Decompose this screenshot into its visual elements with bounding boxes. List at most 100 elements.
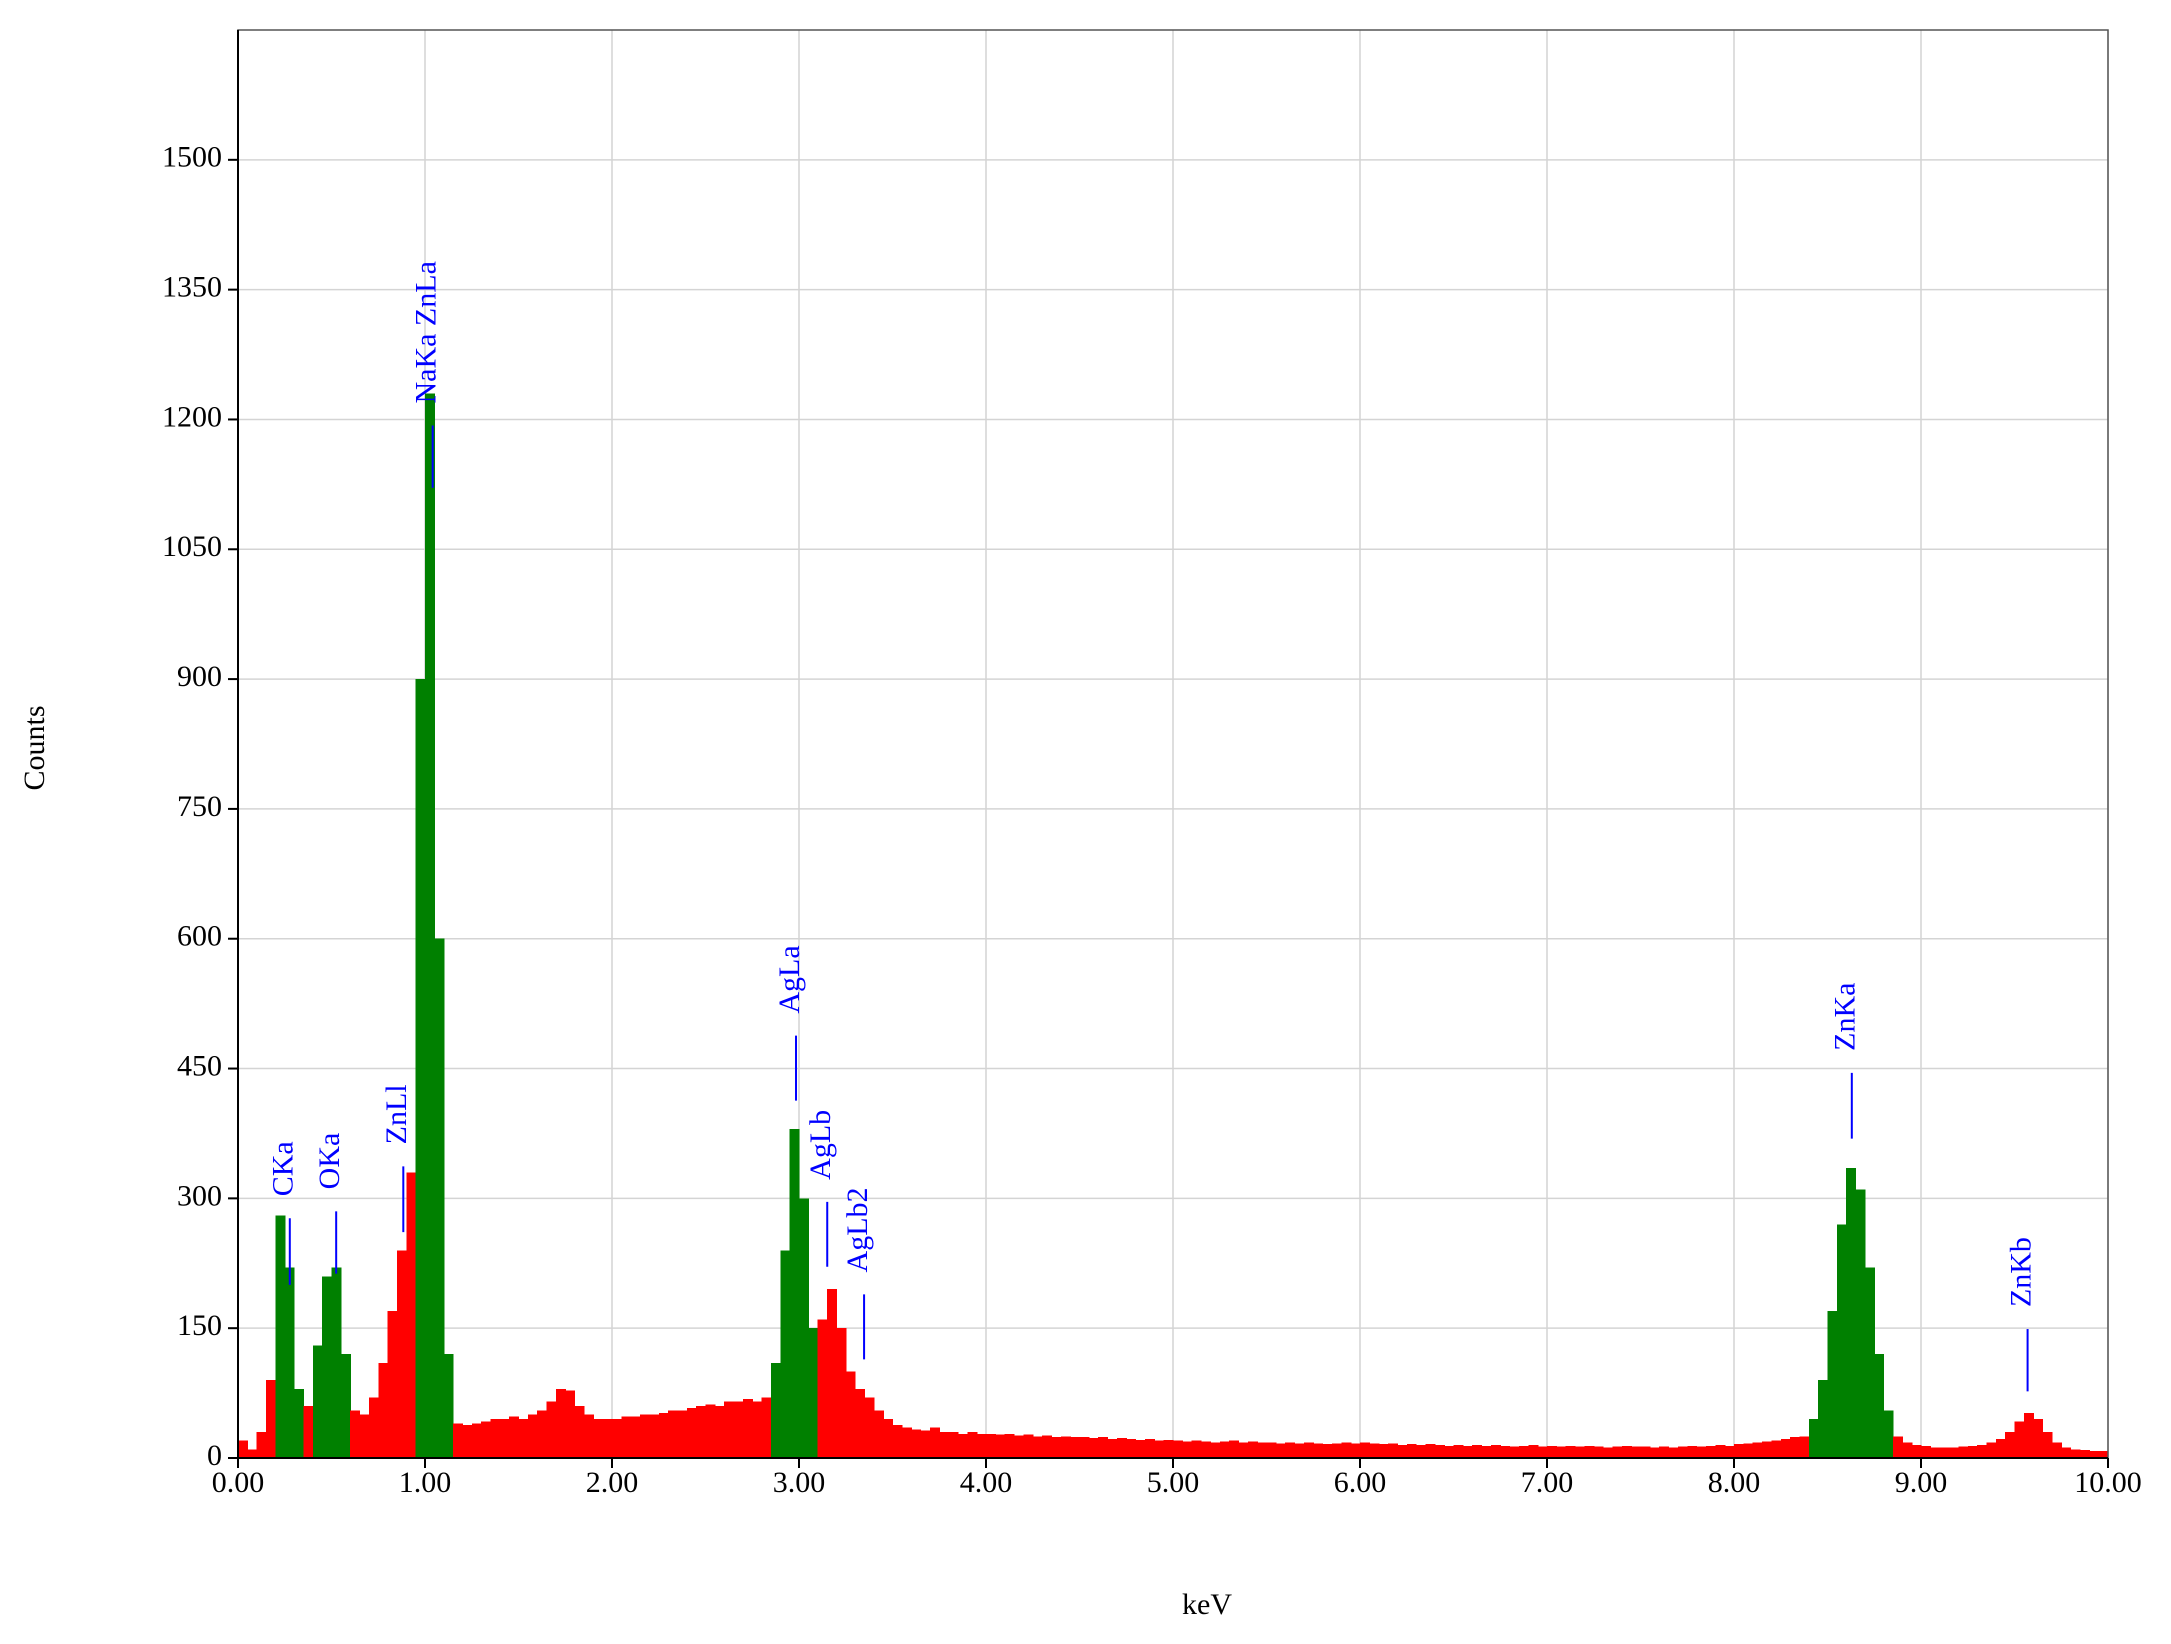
spectrum-bar (1612, 1446, 1623, 1458)
spectrum-bar (1537, 1446, 1548, 1458)
spectrum-bar (1958, 1446, 1969, 1458)
spectrum-bar (359, 1414, 370, 1458)
spectrum-bar (1444, 1445, 1455, 1458)
spectrum-bar (855, 1388, 866, 1458)
spectrum-bar (892, 1425, 903, 1458)
spectrum-bar (724, 1401, 735, 1458)
spectrum-bar (1397, 1445, 1408, 1458)
spectrum-bar (836, 1328, 847, 1458)
y-tick-label: 750 (177, 790, 222, 823)
spectrum-bar (471, 1423, 482, 1458)
spectrum-bar (462, 1425, 473, 1458)
spectrum-bar (1621, 1445, 1632, 1458)
spectrum-bar (1313, 1443, 1324, 1458)
spectrum-bar (602, 1419, 613, 1458)
spectrum-bar (1210, 1442, 1221, 1458)
spectrum-bar (1472, 1445, 1483, 1458)
spectrum-bar (929, 1427, 940, 1458)
peak-label: ZnLl (380, 1084, 413, 1144)
spectrum-bar (1547, 1445, 1557, 1458)
spectrum-bar (453, 1423, 463, 1458)
peak-label: ZnKb (2004, 1237, 2037, 1307)
spectrum-bar (1032, 1436, 1043, 1458)
spectrum-bar (266, 1380, 276, 1458)
spectrum-bar (1986, 1442, 1997, 1458)
spectrum-bar (1855, 1189, 1866, 1458)
spectrum-bar (1593, 1446, 1604, 1458)
spectrum-bar (658, 1412, 669, 1458)
peak-label: NaKa ZnLa (410, 261, 443, 403)
y-tick-label: 300 (177, 1179, 222, 1212)
spectrum-bar (1266, 1442, 1277, 1458)
spectrum-bar (555, 1388, 566, 1458)
spectrum-bar (976, 1433, 987, 1458)
spectrum-bar (630, 1416, 641, 1458)
spectrum-bar (827, 1289, 837, 1458)
spectrum-bar (415, 679, 426, 1458)
spectrum-bar (1734, 1444, 1744, 1458)
spectrum-bar (1780, 1438, 1791, 1458)
spectrum-bar (621, 1416, 632, 1458)
spectrum-bar (1668, 1447, 1679, 1458)
spectrum-bar (1303, 1442, 1314, 1458)
spectrum-bar (1079, 1437, 1090, 1458)
spectrum-bar (303, 1406, 314, 1458)
spectrum-bar (1864, 1267, 1875, 1458)
spectrum-bar (368, 1397, 379, 1458)
x-tick-label: 1.00 (399, 1466, 452, 1499)
y-tick-label: 1500 (162, 141, 222, 174)
spectrum-bar (1331, 1443, 1342, 1458)
spectrum-bar (1247, 1441, 1258, 1458)
spectrum-bar (499, 1419, 510, 1458)
spectrum-bar (406, 1172, 417, 1458)
spectrum-bar (1481, 1445, 1492, 1458)
spectrum-bar (957, 1433, 968, 1458)
spectrum-bar (1808, 1419, 1819, 1458)
spectrum-bar (546, 1401, 557, 1458)
x-tick-label: 8.00 (1708, 1466, 1761, 1499)
spectrum-bar (247, 1449, 258, 1458)
spectrum-bar (284, 1267, 295, 1458)
spectrum-bar (1677, 1446, 1688, 1458)
x-tick-label: 9.00 (1895, 1466, 1948, 1499)
y-tick-label: 0 (207, 1439, 222, 1472)
y-axis-label: Counts (18, 705, 51, 790)
spectrum-bar (396, 1250, 407, 1458)
spectrum-bar (733, 1401, 744, 1458)
spectrum-bar (1285, 1442, 1296, 1458)
spectrum-bar (1294, 1443, 1305, 1458)
spectrum-bar (1565, 1445, 1576, 1458)
spectrum-bar (1584, 1445, 1595, 1458)
spectrum-bar (275, 1215, 286, 1458)
spectrum-bar (1173, 1440, 1183, 1458)
spectrum-bar (1425, 1444, 1436, 1458)
spectrum-bar (2098, 1451, 2109, 1458)
y-tick-label: 900 (177, 660, 222, 693)
spectrum-bar (1818, 1380, 1829, 1458)
spectrum-bar (640, 1414, 650, 1458)
spectrum-bar (1219, 1441, 1230, 1458)
spectrum-bar (1434, 1445, 1445, 1458)
y-tick-label: 1050 (162, 530, 222, 563)
spectrum-bar (1892, 1436, 1903, 1458)
spectrum-bar (1977, 1445, 1988, 1458)
spectrum-bar (2014, 1421, 2025, 1458)
spectrum-bar (770, 1362, 781, 1458)
spectrum-bar (256, 1432, 267, 1458)
spectrum-bar (1995, 1438, 2006, 1458)
spectrum-bar (696, 1406, 707, 1458)
spectrum-bar (2061, 1447, 2072, 1458)
spectrum-bar (686, 1407, 697, 1458)
spectrum-bar (780, 1250, 791, 1458)
spectrum-bar (583, 1414, 594, 1458)
spectrum-bar (1575, 1446, 1585, 1458)
spectrum-bar (1378, 1444, 1389, 1458)
spectrum-bar (883, 1419, 894, 1458)
spectrum-bar (1144, 1438, 1155, 1458)
spectrum-bar (817, 1319, 828, 1458)
spectrum-bar (1275, 1443, 1286, 1458)
spectrum-bar (995, 1434, 1006, 1458)
spectrum-bar (1182, 1441, 1193, 1458)
